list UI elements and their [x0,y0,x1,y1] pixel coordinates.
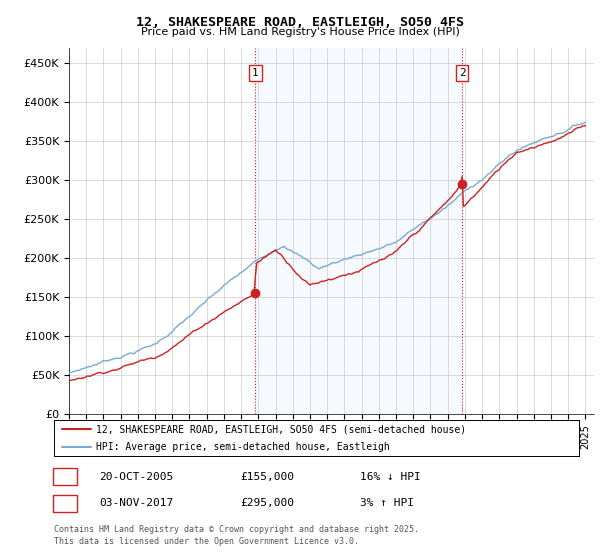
Text: 1: 1 [62,472,69,482]
Text: 2: 2 [459,68,466,78]
Text: £155,000: £155,000 [240,472,294,482]
Text: 16% ↓ HPI: 16% ↓ HPI [360,472,421,482]
Text: 12, SHAKESPEARE ROAD, EASTLEIGH, SO50 4FS (semi-detached house): 12, SHAKESPEARE ROAD, EASTLEIGH, SO50 4F… [96,424,466,434]
Text: Price paid vs. HM Land Registry's House Price Index (HPI): Price paid vs. HM Land Registry's House … [140,27,460,37]
Text: Contains HM Land Registry data © Crown copyright and database right 2025.
This d: Contains HM Land Registry data © Crown c… [54,525,419,546]
Text: 1: 1 [252,68,259,78]
Text: £295,000: £295,000 [240,498,294,508]
Text: 3% ↑ HPI: 3% ↑ HPI [360,498,414,508]
Text: 20-OCT-2005: 20-OCT-2005 [99,472,173,482]
Text: 03-NOV-2017: 03-NOV-2017 [99,498,173,508]
Text: 2: 2 [62,498,69,508]
Text: HPI: Average price, semi-detached house, Eastleigh: HPI: Average price, semi-detached house,… [96,442,390,452]
Text: 12, SHAKESPEARE ROAD, EASTLEIGH, SO50 4FS: 12, SHAKESPEARE ROAD, EASTLEIGH, SO50 4F… [136,16,464,29]
Bar [256,48,463,414]
